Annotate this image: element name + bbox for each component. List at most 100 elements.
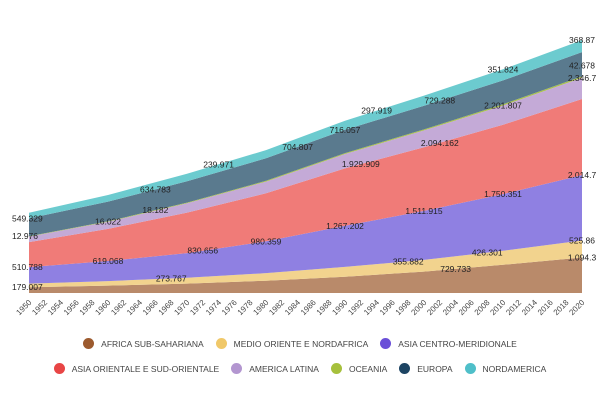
x-tick-label: 1992 [346,298,365,317]
legend-label: OCEANIA [348,363,388,374]
data-label: 273.767 [156,273,187,283]
data-label: 42.678 [569,60,595,70]
x-tick-label: 1978 [236,298,255,317]
legend-label: MEDIO ORIENTE E NORDAFRICA [233,338,369,349]
stacked-area-chart: 1950195219541956195819601962196419661968… [12,35,596,317]
data-label: 716.057 [330,125,361,135]
data-label: 729.733 [440,264,471,274]
legend-row: ASIA ORIENTALE E SUD-ORIENTALE AMERICA LA… [0,363,600,374]
x-tick-label: 2014 [520,298,539,317]
data-label: 368.87 [569,35,595,45]
data-label: 525.86 [569,235,595,245]
legend-item-america-latina[interactable]: AMERICA LATINA [231,363,319,374]
data-label: 426.301 [472,248,503,258]
legend-item-africa-sub-sahariana[interactable]: AFRICA SUB-SAHARIANA [83,338,204,349]
data-label: 2.014.7 [568,170,597,180]
legend-item-asia-centro-meridionale[interactable]: ASIA CENTRO-MERIDIONALE [380,338,517,349]
x-tick-label: 1980 [251,298,270,317]
x-axis-ticks: 1950195219541956195819601962196419661968… [14,298,586,317]
data-label: 12.976 [12,231,38,241]
x-tick-label: 1964 [125,298,144,317]
x-tick-label: 2004 [441,298,460,317]
x-tick-label: 1954 [46,298,65,317]
area-africa-sub-sahariana [29,257,582,293]
data-label: 297.919 [361,106,392,116]
data-labels: 179.007 729.733 1.094.3 273.767 355.882 426.3… [12,35,596,292]
x-tick-label: 1986 [299,298,318,317]
data-label: 729.288 [424,96,455,106]
data-label: 549.329 [12,213,43,223]
area-europa [29,52,582,237]
legend-dot-icon [231,363,243,374]
data-label: 16.022 [95,216,121,226]
legend-dot-icon [53,363,65,374]
x-tick-label: 1974 [204,298,223,317]
x-tick-label: 1982 [267,298,286,317]
x-tick-label: 1996 [378,298,397,317]
legend-label: AFRICA SUB-SAHARIANA [101,338,204,349]
data-label: 2.346.7 [568,73,597,83]
x-tick-label: 1960 [93,298,112,317]
x-tick-label: 2006 [457,298,476,317]
data-label: 2.201.807 [484,100,522,110]
legend-dot-icon [83,338,95,349]
x-tick-label: 1962 [109,298,128,317]
area-medio-oriente-e-nordafrica [29,240,582,288]
area-asia-orientale-e-sud-orientale [29,99,582,268]
legend-item-europa[interactable]: EUROPA [399,363,453,374]
data-label: 1.511.915 [405,206,442,216]
data-label: 980.359 [251,236,282,246]
data-label: 830.656 [187,246,218,256]
x-tick-label: 2020 [567,298,586,317]
x-tick-label: 1984 [283,298,302,317]
x-tick-label: 2016 [536,298,555,317]
area-layers [29,40,582,293]
x-tick-label: 1952 [30,298,49,317]
x-tick-label: 1970 [172,298,191,317]
data-label: 1.267.202 [326,221,364,231]
legend-label: ASIA ORIENTALE E SUD-ORIENTALE [71,363,220,374]
x-tick-label: 1956 [62,298,81,317]
x-tick-label: 1988 [315,298,334,317]
x-tick-label: 2018 [552,298,571,317]
x-tick-label: 2010 [488,298,507,317]
legend-item-asia-orientale-e-sud-orientale[interactable]: ASIA ORIENTALE E SUD-ORIENTALE [53,363,220,374]
legend-item-medio-oriente-e-nordafrica[interactable]: MEDIO ORIENTE E NORDAFRICA [215,338,369,349]
data-label: 2.094.162 [421,138,459,148]
data-label: 634.783 [140,184,171,194]
data-label: 355.882 [393,256,424,266]
x-tick-label: 1966 [141,298,160,317]
data-label: 239.971 [203,159,234,169]
legend-row: AFRICA SUB-SAHARIANA MEDIO ORIENTE E NORD… [0,338,600,349]
x-tick-label: 1972 [188,298,207,317]
x-tick-label: 2012 [504,298,523,317]
x-tick-label: 1994 [362,298,381,317]
legend-label: AMERICA LATINA [249,363,319,374]
legend-label: ASIA CENTRO-MERIDIONALE [398,338,517,349]
data-label: 1.929.909 [342,159,380,169]
x-tick-label: 1976 [220,298,239,317]
legend-item-oceania[interactable]: OCEANIA [330,363,388,374]
x-tick-label: 2002 [425,298,444,317]
data-label: 1.750.351 [484,189,522,199]
legend-label: NORDAMERICA [482,363,547,374]
legend-item-nordamerica[interactable]: NORDAMERICA [464,363,547,374]
x-tick-label: 1950 [14,298,33,317]
data-label: 510.788 [12,262,43,272]
legend-dot-icon [215,338,227,349]
x-tick-label: 2000 [409,298,428,317]
data-label: 619.068 [93,256,124,266]
data-label: 179.007 [12,282,43,292]
data-label: 704.807 [282,142,313,152]
data-label: 18.182 [142,205,168,215]
legend-dot-icon [464,363,476,374]
x-tick-label: 1958 [78,298,97,317]
legend-dot-icon [399,363,411,374]
x-tick-label: 1990 [330,298,349,317]
x-tick-label: 2008 [473,298,492,317]
x-tick-label: 1998 [394,298,413,317]
legend-label: EUROPA [417,363,453,374]
data-label: 351.824 [488,64,519,74]
x-tick-label: 1968 [157,298,176,317]
data-label: 1.094.3 [568,253,597,263]
